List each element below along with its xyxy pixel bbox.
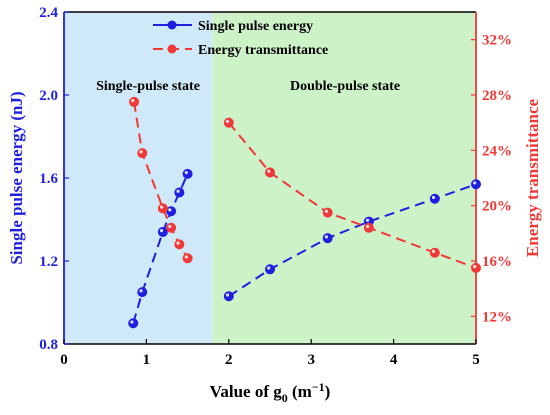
- series-0-point-highlight: [159, 229, 164, 233]
- y-right-tick-label: 20%: [482, 199, 512, 215]
- series-0-point-highlight: [225, 293, 230, 297]
- series-0-point: [157, 226, 168, 237]
- x-tick-label: 0: [60, 352, 68, 368]
- y-left-tick-label: 0.8: [39, 337, 58, 353]
- x-tick-label: 2: [225, 352, 233, 368]
- series-1-point-highlight: [168, 224, 172, 229]
- y-right-tick-label: 16%: [482, 254, 512, 270]
- series-0-point-highlight: [130, 320, 134, 324]
- series-1-point: [174, 239, 185, 250]
- series-1-point: [471, 262, 481, 273]
- series-1-line-1: [228, 122, 477, 269]
- series-0-point: [265, 264, 275, 275]
- series-1-point-highlight: [225, 119, 230, 123]
- legend-label-transmittance: Energy transmittance: [198, 43, 328, 58]
- series-0-point: [128, 318, 139, 329]
- y-right-tick-label: 28%: [482, 88, 512, 104]
- series-0-point-highlight: [365, 218, 370, 222]
- region-1: [212, 12, 476, 344]
- region-label-double: Double-pulse state: [290, 79, 400, 94]
- y-left-tick-label: 2.0: [39, 88, 58, 104]
- series-1-point: [429, 247, 440, 258]
- legend-item-transmittance: Energy transmittance: [153, 43, 328, 58]
- series-1-point: [157, 203, 168, 214]
- y-left-tick-label: 1.2: [39, 254, 58, 270]
- series-1-point-highlight: [131, 99, 135, 103]
- legend-item-energy: Single pulse energy: [153, 19, 313, 34]
- series-1-point-highlight: [176, 241, 180, 245]
- y-left-tick-label: 2.4: [39, 5, 58, 21]
- series-0-point: [429, 193, 440, 204]
- y-right-tick-label: 12%: [482, 309, 512, 325]
- series-1-point: [363, 222, 374, 233]
- series-0-point: [322, 233, 333, 244]
- series-1-point-highlight: [139, 150, 143, 154]
- series-0-line-1: [228, 183, 477, 298]
- series-1-point-highlight: [365, 224, 370, 229]
- series-0-point: [174, 187, 185, 198]
- x-axis-title: Value of g0 (m−1): [210, 380, 331, 405]
- legend-marker-energy: [167, 20, 177, 30]
- series-0-point-highlight: [184, 170, 188, 175]
- x-tick-label: 1: [143, 352, 151, 368]
- legend-marker-transmittance: [167, 44, 177, 54]
- series-0-point-highlight: [168, 208, 172, 212]
- series-layer: [128, 96, 481, 329]
- series-1-point: [265, 167, 275, 178]
- y-left-axis-title: Single pulse energy (nJ): [7, 91, 26, 264]
- series-0-point-highlight: [139, 289, 143, 293]
- series-0-point-highlight: [473, 181, 477, 185]
- y-right-tick-label: 24%: [482, 143, 512, 159]
- series-0-point-highlight: [176, 189, 180, 193]
- series-0-point: [223, 291, 234, 302]
- x-tick-label: 4: [390, 352, 398, 368]
- series-1-point: [182, 253, 193, 264]
- axes-layer: 0 1 2 3 4 5 0.8 1.2 1.6 2.0 2.4 12% 16% 20% 24% 28% 32%: [39, 5, 512, 368]
- series-1-point: [137, 148, 148, 159]
- series-1-point: [223, 117, 234, 128]
- series-0-point-highlight: [324, 235, 328, 239]
- series-1-point-highlight: [184, 255, 188, 259]
- series-1-point-highlight: [431, 249, 436, 253]
- region-label-single: Single-pulse state: [96, 79, 200, 94]
- series-0-point-highlight: [431, 195, 436, 200]
- series-1-point-highlight: [324, 209, 328, 213]
- x-tick-label: 3: [307, 352, 315, 368]
- y-right-axis-title: Energy transmittance: [523, 98, 542, 257]
- series-1-point-highlight: [267, 169, 271, 173]
- series-1-point: [166, 222, 177, 233]
- series-1-point: [322, 207, 333, 218]
- legend: Single pulse energy Energy transmittance: [153, 19, 328, 58]
- series-0-point: [471, 179, 481, 190]
- x-tick-label: 5: [472, 352, 480, 368]
- legend-label-energy: Single pulse energy: [198, 19, 313, 34]
- series-1-point-highlight: [473, 265, 477, 269]
- series-0-point: [137, 287, 148, 298]
- series-1-point: [129, 96, 140, 107]
- series-0-point: [182, 168, 193, 179]
- state-regions: [64, 12, 476, 344]
- series-1-point-highlight: [159, 205, 164, 209]
- series-0-point-highlight: [267, 266, 271, 270]
- y-right-tick-label: 32%: [482, 33, 512, 49]
- series-0-point: [166, 206, 177, 217]
- y-left-tick-label: 1.6: [39, 171, 58, 187]
